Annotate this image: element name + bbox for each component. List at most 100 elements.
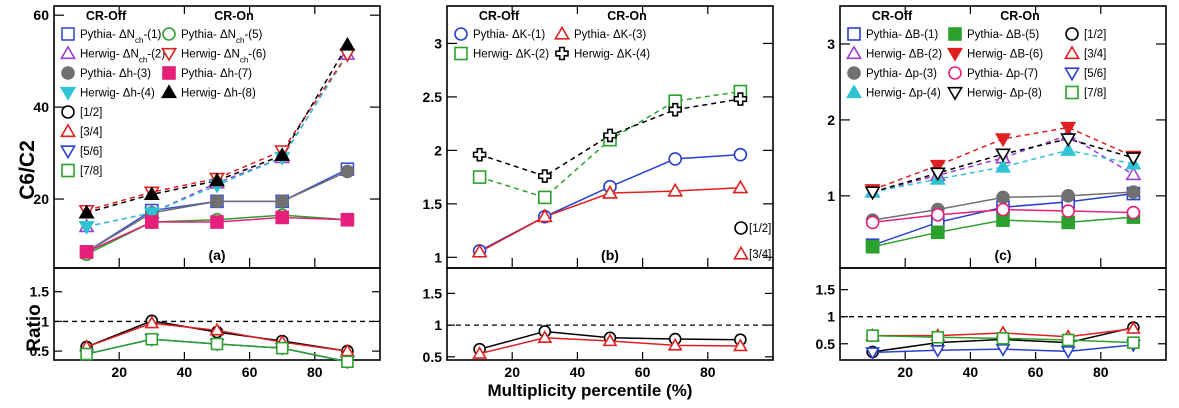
legend-marker-5-6	[60, 145, 76, 160]
point-pythia-h-7	[340, 212, 355, 227]
legend-marker-3-4	[60, 123, 76, 138]
legend-entry-1-2: [1/2]	[80, 107, 102, 119]
point-herwig-p-8	[864, 186, 881, 201]
legend-entry-3-4: [3/4]	[749, 249, 771, 261]
ratio-y-tick-label: 1.5	[816, 282, 836, 298]
point-pythia-h-7	[275, 210, 290, 225]
legend-marker-herwig-b-2	[846, 45, 862, 60]
legend-header-cr-off: CR-Off	[479, 9, 520, 23]
x-tick-label: 80	[1093, 364, 1109, 380]
legend-entry-1-2: [1/2]	[749, 223, 771, 235]
ratio-point-3-4	[144, 315, 160, 329]
point-pythia-p-7	[1126, 205, 1141, 220]
x-tick-label: 20	[111, 364, 127, 380]
legend-marker-herwig-p-8	[947, 86, 963, 101]
legend-marker-pythia-h-7	[162, 66, 176, 80]
ratio-frame	[446, 267, 774, 361]
panels: 20 40 60 0.5 1 1.5 20 40 60 80 (a) CR-Off CR-On Pythi…	[30, 5, 1167, 380]
ratio-point-7-8	[341, 355, 354, 369]
legend-marker-herwig-nch-2	[60, 45, 76, 60]
point-herwig-p-4	[995, 158, 1011, 173]
point-pythia-p-3	[1061, 189, 1075, 203]
legend-entry-herwig-nch-2: Herwig- ΔNch-(2)	[80, 49, 165, 65]
legend-marker-5-6	[1064, 67, 1080, 82]
legend-marker-3-4	[1064, 45, 1080, 60]
legend-entry-herwig-p-4: Herwig- Δp-(4)	[866, 88, 941, 100]
y-tick-label: 3	[827, 36, 835, 52]
panel-3: 1 2 3 0.5 1 1.5 20 40 60 80 (c) CR-Off CR-On Pythia- …	[816, 5, 1167, 380]
ratio-point-5-6	[1060, 346, 1076, 359]
legend-entry-pythia-h-3: Pythia- Δh-(3)	[80, 68, 151, 80]
legend-marker-herwig-nch-6	[161, 47, 177, 62]
point-pythia-k-3	[602, 184, 618, 199]
point-pythia-k-1	[733, 147, 748, 162]
ratio-y-tick-label: 1	[434, 317, 442, 333]
legend-entry-7-8: [7/8]	[80, 166, 102, 178]
point-herwig-h-8	[78, 204, 95, 219]
ratio-point-7-8	[145, 332, 159, 346]
legend-marker-pythia-b-1	[847, 27, 861, 41]
x-tick-label: 60	[635, 364, 651, 380]
legend-marker-3-4	[733, 245, 749, 260]
legend-marker-1-2	[1065, 27, 1079, 41]
ratio-point-7-8	[866, 329, 879, 342]
legend-entry-herwig-k-2: Herwig- ΔK-(2)	[473, 49, 549, 61]
ratio-point-3-4	[1125, 320, 1141, 334]
point-pythia-k-3	[667, 182, 684, 197]
x-tick-label: 60	[242, 364, 258, 380]
point-herwig-k-4	[733, 92, 748, 106]
ratio-point-3-4	[667, 337, 683, 351]
ratio-y-tick-label: 0.5	[30, 343, 50, 359]
point-pythia-p-3	[1126, 185, 1141, 199]
y-tick-label: 1.5	[423, 196, 443, 212]
y-tick-label: 3	[434, 35, 442, 51]
legend-marker-herwig-h-8	[161, 84, 177, 99]
legend-entry-pythia-k-1: Pythia- ΔK-(1)	[473, 29, 545, 41]
y-tick-label: 40	[33, 99, 49, 115]
point-herwig-k-4	[472, 147, 487, 162]
point-pythia-h-3	[210, 194, 224, 209]
point-pythia-h-3	[340, 164, 355, 179]
y-axis-label-top: C6/C2	[16, 140, 39, 200]
point-pythia-b-5	[930, 225, 945, 240]
legend-entry-herwig-h-8: Herwig- Δh-(8)	[181, 88, 256, 100]
point-herwig-p-4	[1060, 142, 1077, 156]
legend-entry-5-6: [5/6]	[1084, 68, 1106, 80]
ratio-point-3-4	[209, 322, 225, 336]
panel-label: (a)	[208, 247, 225, 263]
point-pythia-k-3	[471, 243, 488, 258]
x-tick-label: 40	[570, 364, 586, 380]
panel-2: 1 1.5 2 2.5 3 0.5 1 1.5 20 40 60 80 (b) CR-Off CR-On Py…	[423, 5, 774, 380]
x-tick-label: 20	[897, 364, 913, 380]
ratio-y-tick-label: 1	[827, 309, 835, 325]
point-herwig-h-8	[143, 186, 160, 201]
ratio-point-3-4	[602, 333, 618, 347]
ratio-point-3-4	[732, 338, 748, 352]
ratio-point-3-4	[472, 346, 488, 359]
legend-marker-1-2	[734, 221, 748, 235]
legend-entry-herwig-b-2: Herwig- ΔB-(2)	[866, 49, 942, 61]
legend-header-cr-off: CR-Off	[86, 9, 127, 23]
legend-entry-3-4: [3/4]	[80, 127, 102, 139]
point-herwig-h-4	[78, 221, 95, 235]
y-tick-label: 20	[33, 191, 49, 207]
panel-label: (c)	[994, 247, 1011, 263]
panel-1: 20 40 60 0.5 1 1.5 20 40 60 80 (a) CR-Off CR-On Pythi…	[30, 5, 381, 380]
point-pythia-p-3	[996, 190, 1010, 205]
x-tick-label: 40	[177, 364, 193, 380]
point-pythia-k-3	[536, 208, 553, 223]
point-pythia-h-7	[79, 245, 94, 259]
legend-marker-herwig-k-2	[454, 46, 468, 61]
legend-entry-pythia-nch-1: Pythia- ΔNch-(1)	[80, 29, 161, 45]
legend-marker-pythia-nch-5	[162, 27, 176, 41]
ratio-y-tick-label: 0.5	[423, 349, 443, 365]
ratio-point-7-8	[210, 337, 224, 351]
point-herwig-p-8	[995, 148, 1011, 163]
point-herwig-p-8	[1125, 152, 1142, 167]
y-tick-label: 60	[33, 7, 49, 23]
point-pythia-h-7	[145, 215, 159, 229]
legend-entry-herwig-h-4: Herwig- Δh-(4)	[80, 88, 155, 100]
point-pythia-p-7	[996, 202, 1010, 217]
